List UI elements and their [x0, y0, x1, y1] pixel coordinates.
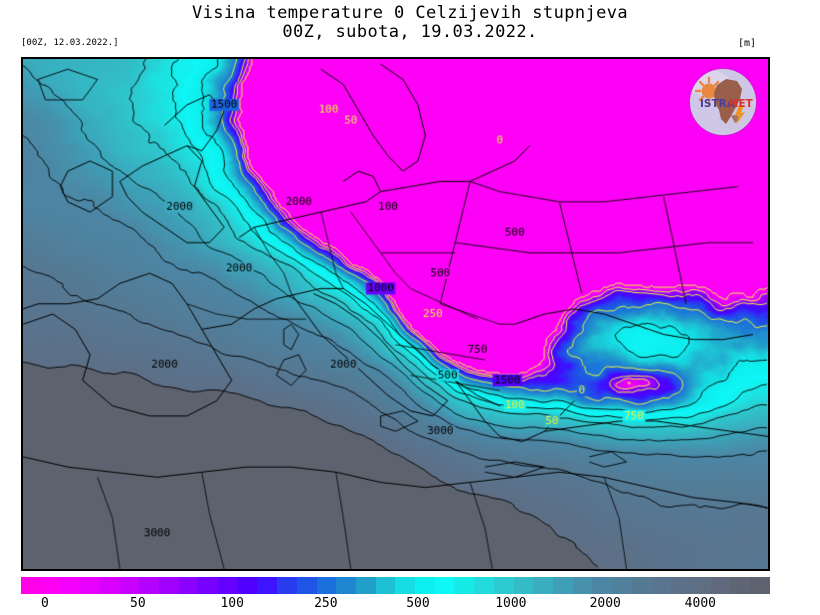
- colorbar-swatch: [671, 577, 691, 594]
- colorbar-swatch: [119, 577, 140, 594]
- colorbar-swatch: [158, 577, 179, 594]
- colorbar-swatch: [375, 577, 396, 594]
- svg-text:ISTRA: ISTRA: [700, 98, 736, 110]
- colorbar-swatch: [552, 577, 573, 594]
- colorbar-swatch: [592, 577, 613, 594]
- colorbar-tick: 2000: [589, 596, 621, 611]
- colorbar-swatch: [631, 577, 652, 594]
- colorbar-tick: 250: [314, 596, 338, 611]
- colorbar-swatch: [60, 577, 81, 594]
- colorbar-tick: 1000: [495, 596, 527, 611]
- colorbar-gradient: [21, 577, 770, 594]
- page-subtitle: 00Z, subota, 19.03.2022.: [282, 22, 538, 42]
- colorbar-swatch: [198, 577, 219, 594]
- colorbar-swatch: [533, 577, 553, 594]
- colorbar-swatch: [513, 577, 534, 594]
- istramet-logo-art: ISTRA MET: [690, 69, 756, 135]
- colorbar-swatch: [257, 577, 278, 594]
- colorbar-tick: 500: [406, 596, 430, 611]
- map-raster: [23, 59, 768, 569]
- colorbar-swatch: [237, 577, 258, 594]
- colorbar-tick: 50: [130, 596, 146, 611]
- colorbar-swatch: [474, 577, 494, 594]
- colorbar-swatch: [316, 577, 337, 594]
- colorbar-swatch: [572, 577, 593, 594]
- colorbar-swatch: [710, 577, 731, 594]
- colorbar-swatch: [218, 577, 238, 594]
- colorbar-swatch: [434, 577, 455, 594]
- istramet-logo: ISTRA MET: [690, 69, 756, 135]
- colorbar-swatch: [454, 577, 475, 594]
- colorbar-tick: 4000: [684, 596, 716, 611]
- colorbar-swatch: [80, 577, 100, 594]
- colorbar-tick: 0: [41, 596, 49, 611]
- colorbar-swatch: [750, 577, 770, 594]
- colorbar-swatch: [355, 577, 376, 594]
- colorbar-swatch: [651, 577, 672, 594]
- unit-label: [m]: [738, 38, 757, 49]
- title-block: Visina temperature 0 Celzijevih stupnjev…: [0, 4, 820, 42]
- colorbar-tick-labels: 0 50 100 250 500 1000 2000 4000: [0, 596, 820, 615]
- colorbar-swatch: [21, 577, 41, 594]
- colorbar: [21, 577, 770, 594]
- colorbar-swatch: [690, 577, 711, 594]
- colorbar-swatch: [178, 577, 199, 594]
- model-run-label: [00Z, 12.03.2022.]: [21, 38, 119, 48]
- colorbar-swatch: [493, 577, 514, 594]
- colorbar-swatch: [336, 577, 356, 594]
- colorbar-swatch: [277, 577, 297, 594]
- colorbar-tick: 100: [220, 596, 244, 611]
- colorbar-swatch: [40, 577, 61, 594]
- colorbar-swatch: [395, 577, 416, 594]
- colorbar-swatch: [139, 577, 159, 594]
- weather-map[interactable]: ISTRA MET: [21, 57, 770, 571]
- colorbar-swatch: [99, 577, 120, 594]
- colorbar-swatch: [296, 577, 317, 594]
- page-title: Visina temperature 0 Celzijevih stupnjev…: [191, 3, 629, 23]
- svg-text:MET: MET: [728, 98, 754, 110]
- colorbar-swatch: [612, 577, 632, 594]
- colorbar-swatch: [415, 577, 435, 594]
- colorbar-swatch: [730, 577, 751, 594]
